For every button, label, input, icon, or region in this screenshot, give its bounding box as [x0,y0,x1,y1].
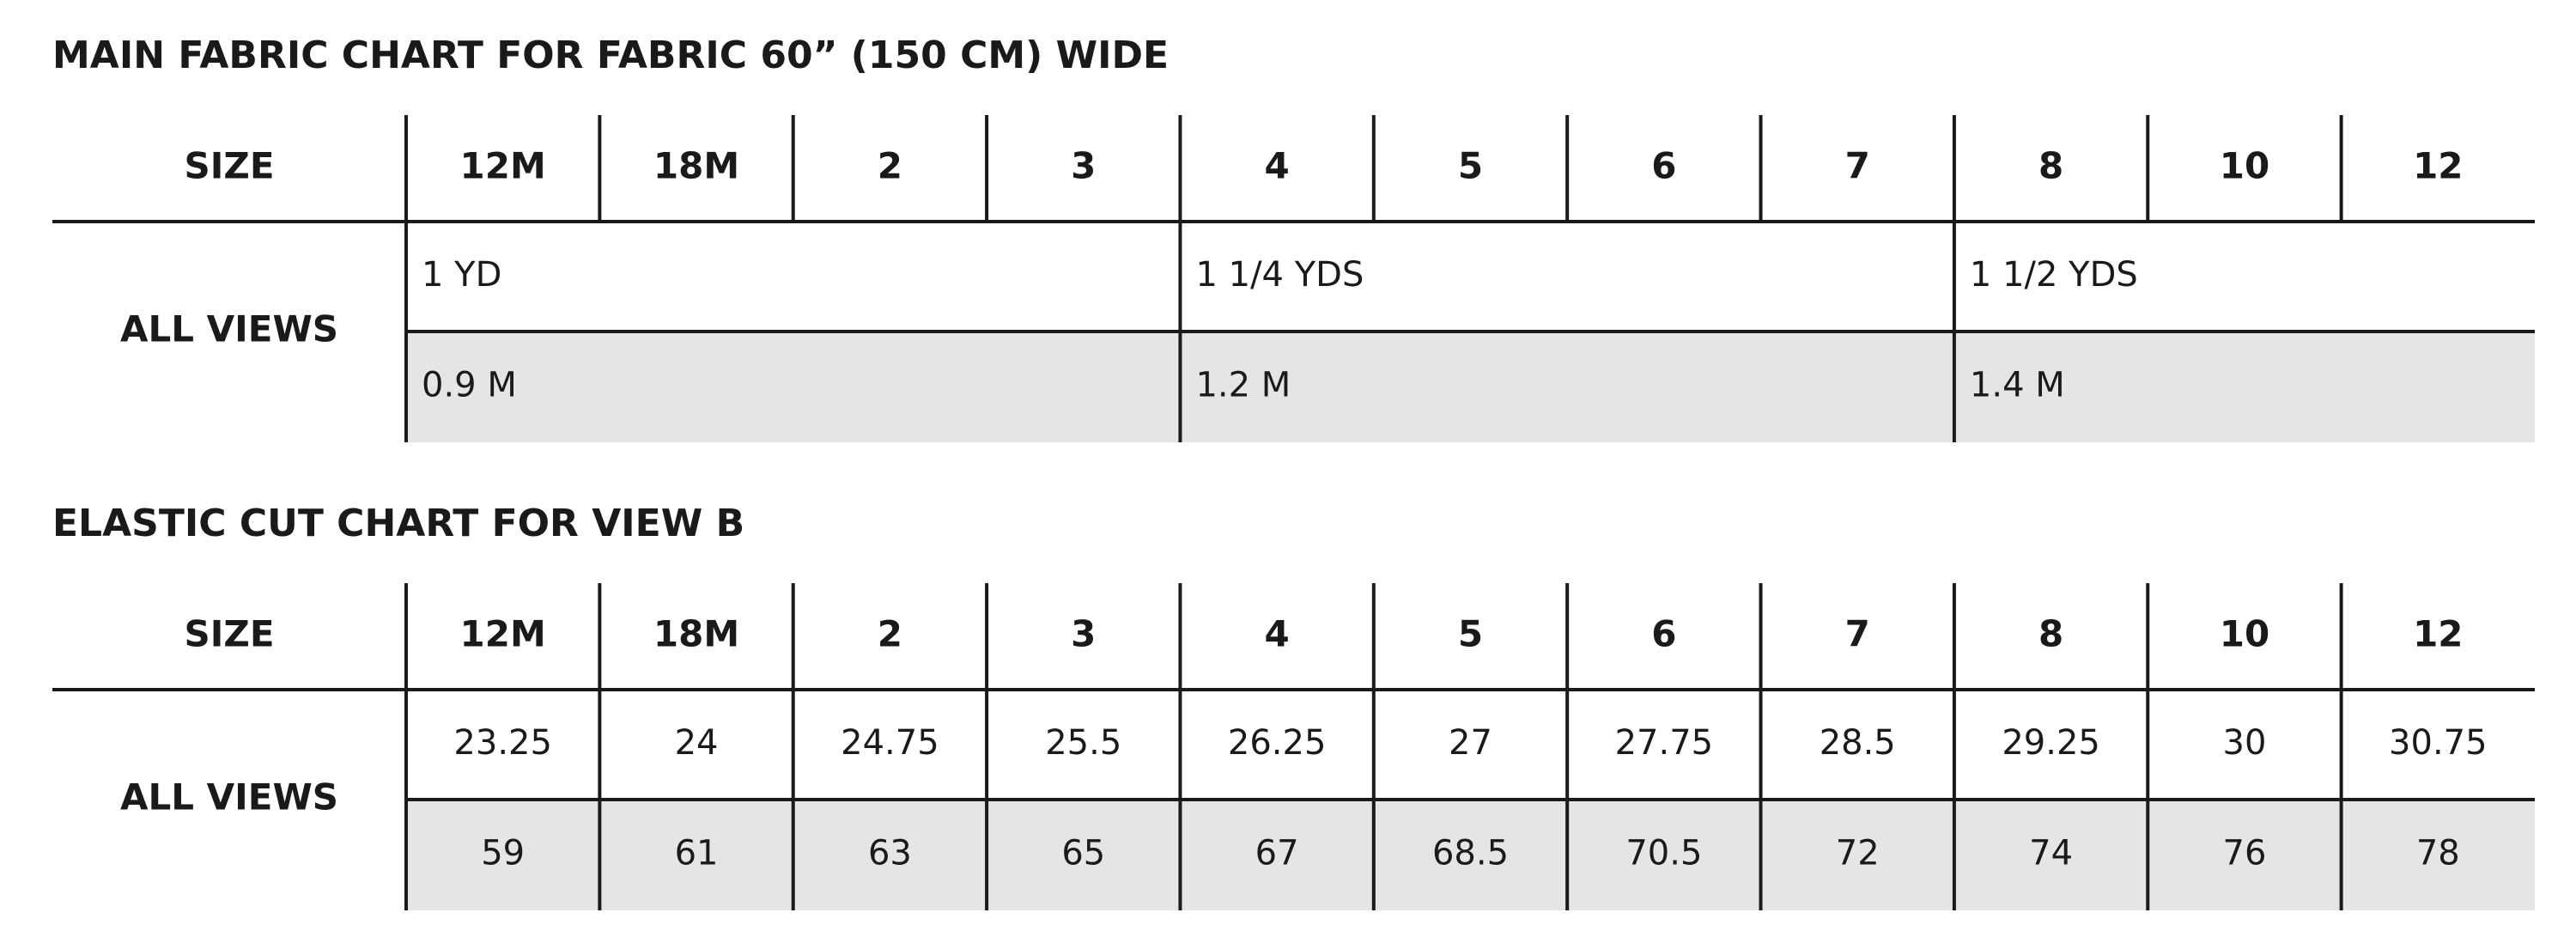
header-cell: 2 [878,145,902,187]
cell: 59 [481,834,525,873]
cell: 29.25 [2002,723,2100,763]
cell: 24 [675,723,719,763]
header-cell: 6 [1651,613,1676,655]
row-label: ALL VIEWS [120,308,338,350]
table-title: MAIN FABRIC CHART FOR FABRIC 60” (150 CM… [52,33,1169,77]
header-cell: 12 [2413,145,2463,187]
header-cell: 12 [2413,613,2463,655]
header-cell: SIZE [184,613,274,655]
cell: 23.25 [453,723,552,763]
header-cell: 3 [1071,145,1096,187]
header-cell: 6 [1651,145,1676,187]
cell: 74 [2029,834,2073,873]
cell: 28.5 [1820,723,1896,763]
cell: 67 [1255,834,1299,873]
shaded-row [406,800,2535,910]
cell: 1 YD [422,255,501,295]
cell: 30.75 [2389,723,2488,763]
header-cell: SIZE [184,145,274,187]
header-cell: 7 [1845,145,1870,187]
header-cell: 5 [1458,613,1483,655]
header-cell: 10 [2220,145,2269,187]
cell: 30 [2223,723,2267,763]
cell: 1 1/2 YDS [1970,255,2138,295]
header-cell: 18M [653,145,739,187]
cell: 78 [2416,834,2460,873]
cell: 68.5 [1432,834,1509,873]
cell: 25.5 [1045,723,1121,763]
cell: 70.5 [1625,834,1702,873]
cell: 0.9 M [422,366,517,405]
header-cell: 8 [2038,145,2063,187]
header-cell: 10 [2220,613,2269,655]
header-cell: 12M [460,145,546,187]
header-cell: 5 [1458,145,1483,187]
cell: 24.75 [841,723,939,763]
header-cell: 4 [1265,613,1290,655]
header-cell: 2 [878,613,902,655]
cell: 27.75 [1615,723,1714,763]
cell: 1 1/4 YDS [1195,255,1364,295]
shaded-row [406,332,2535,442]
cell: 26.25 [1228,723,1327,763]
header-cell: 3 [1071,613,1096,655]
header-cell: 8 [2038,613,2063,655]
cell: 63 [868,834,912,873]
header-cell: 12M [460,613,546,655]
cell: 76 [2223,834,2267,873]
cell: 65 [1061,834,1105,873]
row-label: ALL VIEWS [120,776,338,818]
cell: 27 [1449,723,1492,763]
cell: 1.4 M [1970,366,2065,405]
cell: 72 [1836,834,1880,873]
table-title: ELASTIC CUT CHART FOR VIEW B [52,502,744,545]
header-cell: 7 [1845,613,1870,655]
header-cell: 18M [653,613,739,655]
cell: 61 [675,834,719,873]
header-cell: 4 [1265,145,1290,187]
cell: 1.2 M [1195,366,1291,405]
